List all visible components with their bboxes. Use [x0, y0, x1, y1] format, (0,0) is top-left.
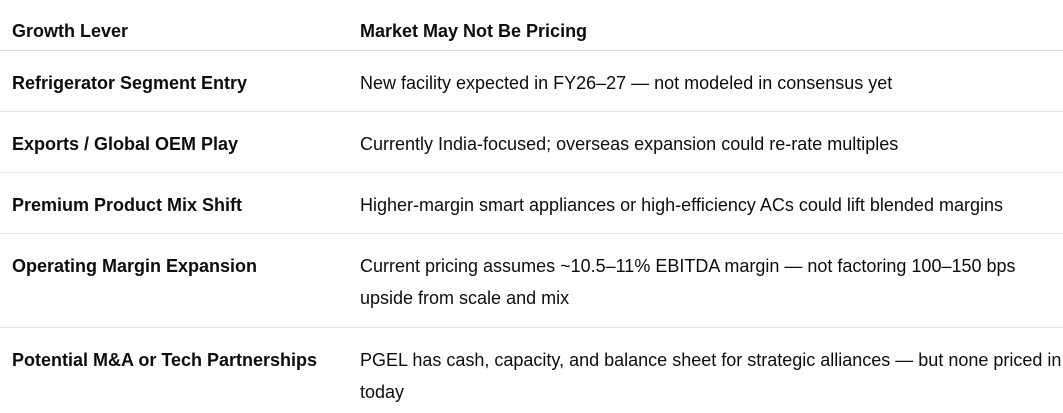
- table-row: Premium Product Mix Shift Higher-margin …: [0, 172, 1063, 234]
- growth-lever-cell: Refrigerator Segment Entry: [0, 50, 360, 112]
- growth-lever-cell: Exports / Global OEM Play: [0, 111, 360, 173]
- market-pricing-cell: Higher-margin smart appliances or high-e…: [360, 172, 1063, 234]
- market-pricing-cell: PGEL has cash, capacity, and balance she…: [360, 349, 1062, 402]
- table-row: Operating Margin Expansion Current prici…: [0, 233, 1063, 328]
- market-pricing-cell: New facility expected in FY26–27 — not m…: [360, 50, 1063, 112]
- growth-lever-cell: Potential M&A or Tech Partnerships: [12, 349, 318, 370]
- table-row: Exports / Global OEM Play Currently Indi…: [0, 111, 1063, 173]
- growth-lever-cell: Operating Margin Expansion: [0, 233, 360, 328]
- header-market-pricing: Market May Not Be Pricing: [360, 0, 1063, 51]
- table-row: Potential M&A or Tech Partnerships PGEL …: [0, 327, 1063, 413]
- header-growth-lever: Growth Lever: [0, 0, 360, 51]
- market-pricing-cell: Currently India-focused; overseas expans…: [360, 111, 1063, 173]
- growth-lever-cell: Premium Product Mix Shift: [0, 172, 360, 234]
- table-row: Refrigerator Segment Entry New facility …: [0, 50, 1063, 112]
- table-header-row: Growth Lever Market May Not Be Pricing: [0, 0, 1063, 51]
- market-pricing-cell: Current pricing assumes ~10.5–11% EBITDA…: [360, 233, 1063, 328]
